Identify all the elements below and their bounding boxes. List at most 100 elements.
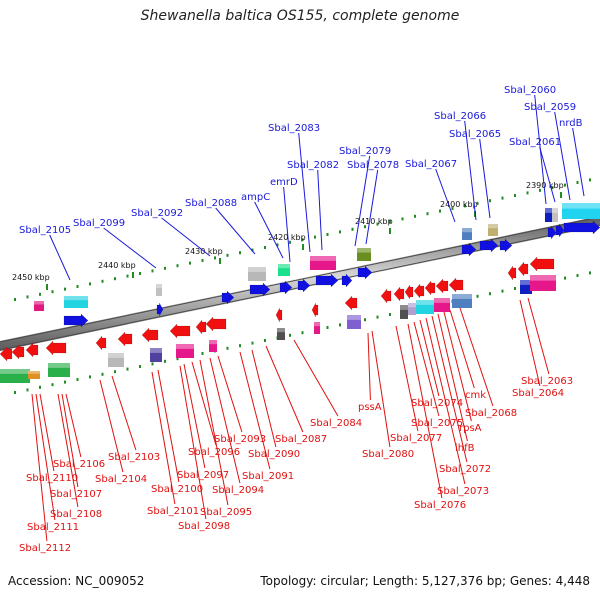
plus-strand-gene <box>315 273 339 288</box>
bottom-gene-label[interactable]: Sbal_2106 <box>53 459 105 470</box>
top-gene-label[interactable]: Sbal_2059 <box>524 102 576 113</box>
bottom-gene-label[interactable]: Sbal_2072 <box>439 464 491 475</box>
top-gene-label[interactable]: Sbal_2078 <box>347 160 399 171</box>
ruler-major-tick <box>219 258 221 264</box>
tick-dot <box>189 261 191 265</box>
ruler-major-tick <box>302 244 304 250</box>
minus-strand-gene <box>195 319 207 335</box>
top-leader-line <box>539 146 556 203</box>
ruler-major-tick <box>560 192 562 198</box>
genome-summary-text: Topology: circular; Length: 5,127,376 bp… <box>260 574 590 588</box>
plus-strand-block <box>545 208 553 222</box>
top-gene-label[interactable]: Sbal_2060 <box>504 85 556 96</box>
bottom-gene-label[interactable]: Sbal_2091 <box>242 471 294 482</box>
bottom-gene-label[interactable]: ihfB <box>455 443 475 454</box>
tick-dot <box>489 199 491 203</box>
bottom-gene-label[interactable]: Sbal_2063 <box>521 376 573 387</box>
tick-dot <box>39 385 41 389</box>
bottom-gene-label[interactable]: Sbal_2107 <box>50 489 102 500</box>
bottom-gene-label[interactable]: cmk <box>465 390 486 401</box>
top-leader-line <box>572 127 585 197</box>
bottom-gene-label[interactable]: Sbal_2068 <box>465 408 517 419</box>
gene-block-highlight <box>150 348 162 353</box>
tick-dot <box>589 271 591 275</box>
bottom-gene-label[interactable]: Sbal_2087 <box>275 434 327 445</box>
tick-dot <box>176 264 179 268</box>
top-gene-label[interactable]: Sbal_2061 <box>509 137 561 148</box>
plus-strand-gene <box>63 313 89 328</box>
top-gene-label[interactable]: Sbal_2079 <box>339 146 391 157</box>
bottom-gene-label[interactable]: Sbal_2100 <box>151 484 203 495</box>
bottom-gene-label[interactable]: Sbal_2111 <box>27 522 79 533</box>
gene-block-highlight <box>64 296 88 301</box>
bottom-gene-label[interactable]: pssA <box>358 402 382 413</box>
bottom-gene-label[interactable]: Sbal_2095 <box>200 507 252 518</box>
bottom-leader-line <box>61 393 79 488</box>
tick-dot <box>76 378 79 381</box>
top-gene-label[interactable]: Sbal_2105 <box>19 225 71 236</box>
top-gene-label[interactable]: Sbal_2065 <box>449 129 501 140</box>
top-gene-label[interactable]: ampC <box>241 192 270 203</box>
bottom-gene-label[interactable]: Sbal_2110 <box>26 473 78 484</box>
bottom-leader-line <box>265 345 304 433</box>
bottom-leader-line <box>183 363 206 469</box>
top-gene-label[interactable]: Sbal_2083 <box>268 123 320 134</box>
gene-features <box>0 203 600 383</box>
bottom-gene-label[interactable]: Sbal_2104 <box>95 474 147 485</box>
top-leader-line <box>49 234 71 281</box>
top-gene-label[interactable]: emrD <box>270 177 298 188</box>
gene-block-highlight <box>530 275 556 281</box>
tick-dot <box>164 359 166 363</box>
accession-text: Accession: NC_009052 <box>8 574 145 588</box>
top-gene-label[interactable]: Sbal_2082 <box>287 160 339 171</box>
bottom-gene-label[interactable]: rpsA <box>459 423 482 434</box>
bottom-gene-label[interactable]: Sbal_2073 <box>437 486 489 497</box>
bottom-gene-label[interactable]: Sbal_2064 <box>512 388 564 399</box>
tick-dot <box>551 186 554 190</box>
bottom-gene-label[interactable]: Sbal_2098 <box>178 521 230 532</box>
tick-dot <box>226 346 229 350</box>
tick-dot <box>26 388 29 392</box>
plus-strand-gene <box>249 282 271 297</box>
top-gene-label[interactable]: Sbal_2088 <box>185 198 237 209</box>
bottom-leader-line <box>431 315 468 463</box>
tick-dot <box>314 235 316 239</box>
plus-strand-gene <box>479 238 499 253</box>
top-gene-label[interactable]: Sbal_2099 <box>73 218 125 229</box>
plus-strand-gene <box>341 273 353 288</box>
top-gene-label[interactable]: Sbal_2066 <box>434 111 486 122</box>
bottom-gene-label[interactable]: Sbal_2103 <box>108 452 160 463</box>
bottom-gene-label[interactable]: Sbal_2077 <box>390 433 442 444</box>
ruler-label: 2390 kbp <box>526 181 564 190</box>
bottom-gene-label[interactable]: Sbal_2080 <box>362 449 414 460</box>
tick-dot <box>251 341 254 345</box>
bottom-gene-label[interactable]: Sbal_2101 <box>147 506 199 517</box>
bottom-gene-label[interactable]: Sbal_2094 <box>212 485 264 496</box>
bottom-gene-label[interactable]: Sbal_2093 <box>214 434 266 445</box>
plus-strand-gene <box>563 220 600 235</box>
bottom-leader-line <box>35 393 56 521</box>
bottom-gene-label[interactable]: Sbal_2076 <box>414 500 466 511</box>
tick-dot <box>576 181 579 184</box>
bottom-leader-line <box>419 319 440 397</box>
top-gene-label[interactable]: Sbal_2092 <box>131 208 183 219</box>
top-gene-label[interactable]: nrdB <box>559 118 583 129</box>
minus-strand-block <box>416 300 434 314</box>
bottom-gene-label[interactable]: Sbal_2084 <box>310 418 362 429</box>
bottom-gene-label[interactable]: Sbal_2097 <box>177 470 229 481</box>
tick-dot <box>139 365 141 368</box>
bottom-gene-label[interactable]: Sbal_2108 <box>50 509 102 520</box>
bottom-gene-label[interactable]: Sbal_2096 <box>188 447 240 458</box>
plus-strand-block <box>552 208 558 222</box>
bottom-gene-label[interactable]: Sbal_2075 <box>411 418 463 429</box>
bottom-gene-label[interactable]: Sbal_2074 <box>411 398 463 409</box>
top-gene-label[interactable]: Sbal_2067 <box>405 159 457 170</box>
bottom-leader-line <box>371 330 391 448</box>
minus-strand-block <box>434 298 450 312</box>
bottom-gene-label[interactable]: Sbal_2112 <box>19 543 71 554</box>
bottom-gene-label[interactable]: Sbal_2090 <box>248 449 300 460</box>
tick-dot <box>276 243 279 247</box>
ruler-label: 2450 kbp <box>12 273 50 282</box>
